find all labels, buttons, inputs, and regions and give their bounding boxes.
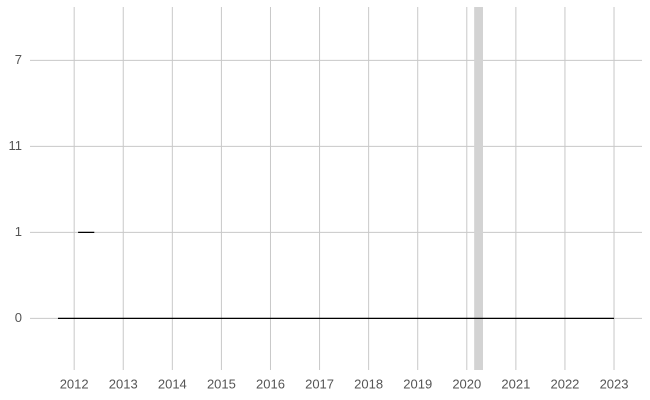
x-tick-label: 2015 (207, 376, 236, 391)
x-tick-label: 2012 (60, 376, 89, 391)
x-tick-label: 2016 (256, 376, 285, 391)
x-tick-label: 2023 (600, 376, 629, 391)
x-tick-label: 2020 (452, 376, 481, 391)
x-tick-label: 2014 (158, 376, 187, 391)
shaded-region (474, 7, 483, 370)
y-tick-label: 11 (9, 138, 23, 153)
x-tick-label: 2018 (354, 376, 383, 391)
x-tick-label: 2022 (550, 376, 579, 391)
x-tick-label: 2013 (109, 376, 138, 391)
y-tick-label: 7 (15, 52, 22, 67)
x-tick-label: 2021 (501, 376, 530, 391)
y-tick-label: 0 (15, 310, 22, 325)
x-tick-label: 2017 (305, 376, 334, 391)
x-tick-label: 2019 (403, 376, 432, 391)
y-tick-label: 1 (15, 224, 22, 239)
